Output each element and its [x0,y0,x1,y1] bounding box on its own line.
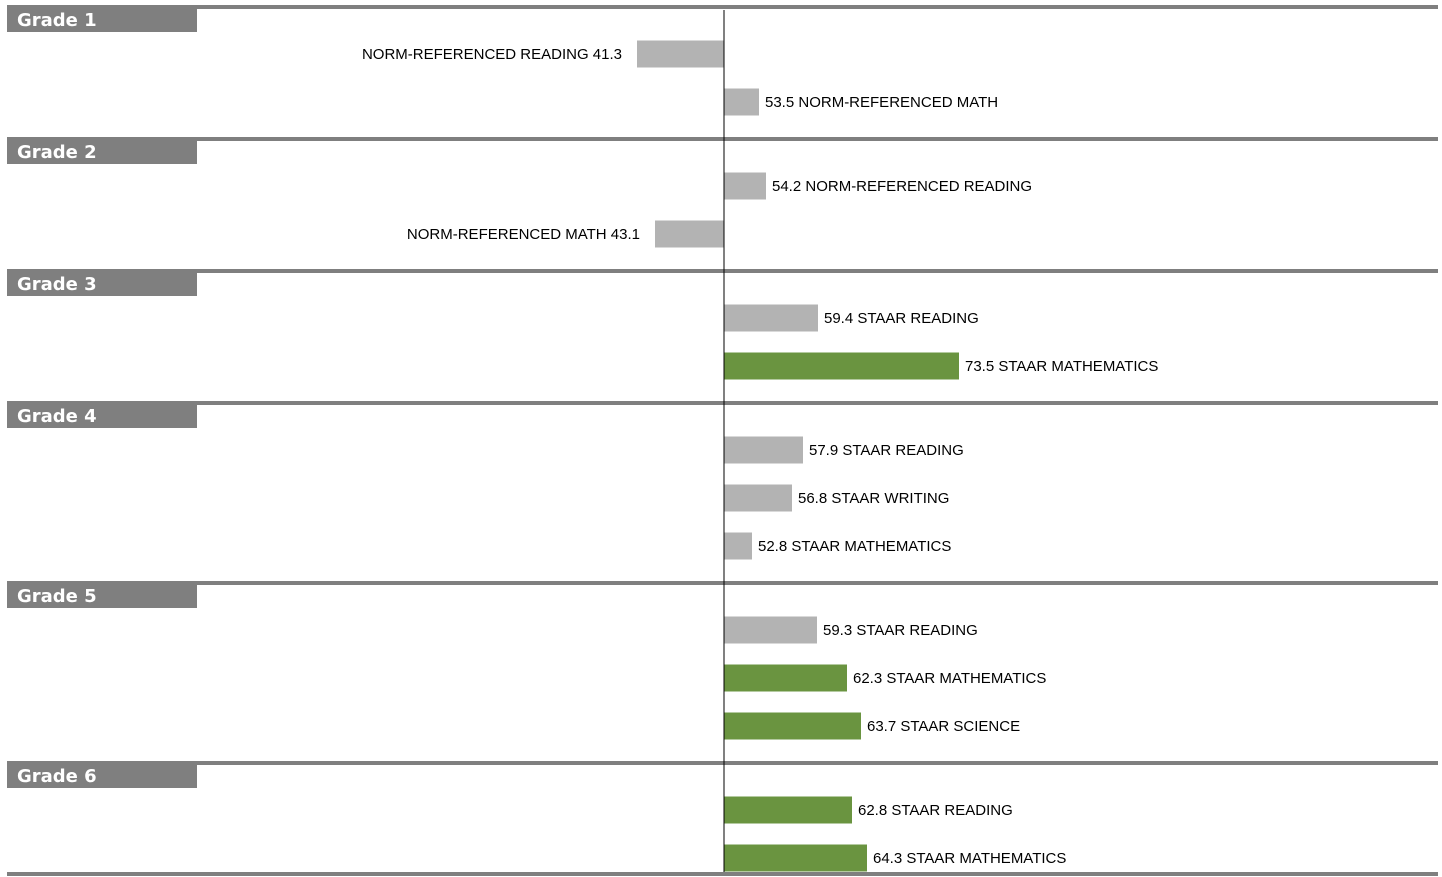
grade-label: Grade 1 [17,10,97,31]
score-bar [724,532,752,560]
bar-value-label: NORM-REFERENCED MATH 43.1 [407,226,640,243]
section-rule [7,401,1438,405]
bar-value-label: 64.3 STAAR MATHEMATICS [873,850,1066,867]
bar-value-label: 73.5 STAAR MATHEMATICS [965,358,1158,375]
grade-label: Grade 6 [17,766,97,787]
grade-label: Grade 2 [17,142,97,163]
grade-tab [7,581,197,608]
score-bar [724,304,818,332]
score-bar [724,172,766,200]
score-bar [724,616,817,644]
score-bar [724,844,867,872]
grade-label: Grade 5 [17,586,97,607]
grade-tab [7,269,197,296]
grade-tab [7,5,197,32]
section-rule [7,761,1438,765]
section-rule [7,581,1438,585]
score-bar [724,664,847,692]
score-bar [655,220,724,248]
bottom-rule [7,872,1438,876]
bar-value-label: 52.8 STAAR MATHEMATICS [758,538,951,555]
score-bar [724,88,759,116]
section-rule [7,269,1438,273]
grade-tab [7,137,197,164]
score-bar [724,712,861,740]
section-rule [7,5,1438,9]
grade-label: Grade 3 [17,274,97,295]
bar-value-label: 62.8 STAAR READING [858,802,1013,819]
score-bar [724,436,803,464]
score-bar [724,352,959,380]
score-bar [724,796,852,824]
bar-value-label: 54.2 NORM-REFERENCED READING [772,178,1032,195]
bar-value-label: 63.7 STAAR SCIENCE [867,718,1020,735]
score-bar [637,40,724,68]
grade-label: Grade 4 [17,406,97,427]
grade-tab [7,401,197,428]
bar-value-label: NORM-REFERENCED READING 41.3 [362,46,622,63]
bar-value-label: 59.4 STAAR READING [824,310,979,327]
grade-tab [7,761,197,788]
bar-value-label: 62.3 STAAR MATHEMATICS [853,670,1046,687]
bar-value-label: 59.3 STAAR READING [823,622,978,639]
bar-value-label: 53.5 NORM-REFERENCED MATH [765,94,998,111]
section-rule [7,137,1438,141]
bar-value-label: 56.8 STAAR WRITING [798,490,949,507]
score-bar [724,484,792,512]
bar-value-label: 57.9 STAAR READING [809,442,964,459]
